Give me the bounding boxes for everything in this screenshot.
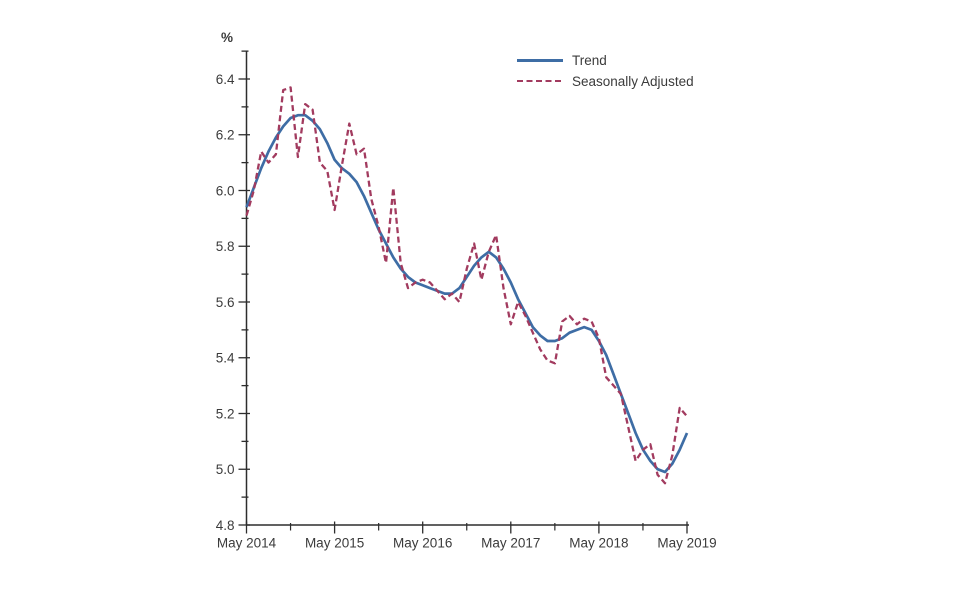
- seasonally-adjusted-line-swatch: [517, 79, 563, 83]
- x-tick-label: May 2019: [657, 536, 716, 551]
- legend-label-trend: Trend: [572, 52, 607, 68]
- y-axis-unit-label: %: [220, 30, 233, 45]
- y-tick-label: 6.2: [216, 128, 235, 143]
- trend-line-swatch: [517, 58, 563, 62]
- y-axis: 4.8 5.0 5.2 5.4 5.6 5.8 6.0 6.2 6.4: [216, 50, 250, 533]
- x-tick-label: May 2015: [305, 536, 364, 551]
- legend-item-trend: Trend: [517, 52, 694, 68]
- y-tick-label: 5.4: [216, 351, 235, 366]
- y-tick-label: 6.4: [216, 72, 235, 87]
- x-tick-label: May 2016: [393, 536, 452, 551]
- trend-series-line: [245, 113, 689, 474]
- x-tick-label: May 2017: [481, 536, 540, 551]
- legend-item-seasonally-adjusted: Seasonally Adjusted: [517, 73, 694, 89]
- legend: Trend Seasonally Adjusted: [517, 52, 694, 89]
- y-tick-label: 5.2: [216, 406, 235, 421]
- x-axis: May 2014 May 2015 May 2016 May 2017 May 2018…: [217, 521, 717, 551]
- seasonally-adjusted-series-line: [245, 86, 688, 485]
- y-tick-label: 6.0: [216, 183, 235, 198]
- legend-label-seasonally-adjusted: Seasonally Adjusted: [572, 73, 694, 89]
- y-tick-label: 5.0: [216, 462, 235, 477]
- x-tick-label: May 2018: [569, 536, 628, 551]
- trend-series-line-path: [245, 113, 689, 474]
- y-tick-label: 4.8: [216, 518, 235, 533]
- seasonally-adjusted-series-line-path: [245, 86, 688, 485]
- x-tick-label: May 2014: [217, 536, 277, 551]
- y-tick-label: 5.6: [216, 295, 235, 310]
- y-tick-label: 5.8: [216, 239, 235, 254]
